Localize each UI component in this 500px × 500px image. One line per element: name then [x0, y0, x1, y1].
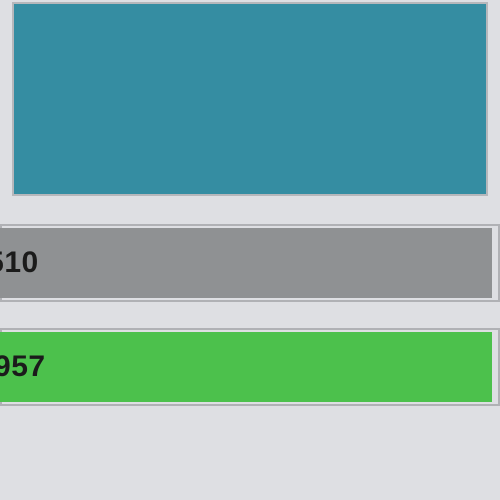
bar-label: 1510 — [0, 246, 39, 280]
panel-top-panel — [12, 2, 488, 196]
bar-bar-1510: 1510 — [0, 228, 492, 298]
chart-stage: 1510 z: 1957 — [0, 0, 500, 500]
bar-bar-1957: z: 1957 — [0, 332, 492, 402]
bar-label: z: 1957 — [0, 350, 46, 384]
